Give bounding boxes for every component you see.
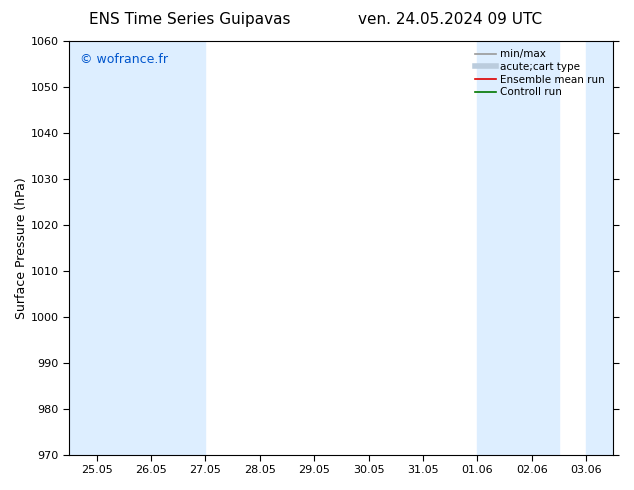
Y-axis label: Surface Pressure (hPa): Surface Pressure (hPa) (15, 177, 28, 318)
Bar (69, 41, 205, 455)
Legend: min/max, acute;cart type, Ensemble mean run, Controll run: min/max, acute;cart type, Ensemble mean … (472, 46, 608, 100)
Text: © wofrance.fr: © wofrance.fr (81, 53, 168, 67)
Text: ven. 24.05.2024 09 UTC: ven. 24.05.2024 09 UTC (358, 12, 542, 27)
Bar (586, 41, 614, 455)
Text: ENS Time Series Guipavas: ENS Time Series Guipavas (89, 12, 291, 27)
Bar (477, 41, 559, 455)
